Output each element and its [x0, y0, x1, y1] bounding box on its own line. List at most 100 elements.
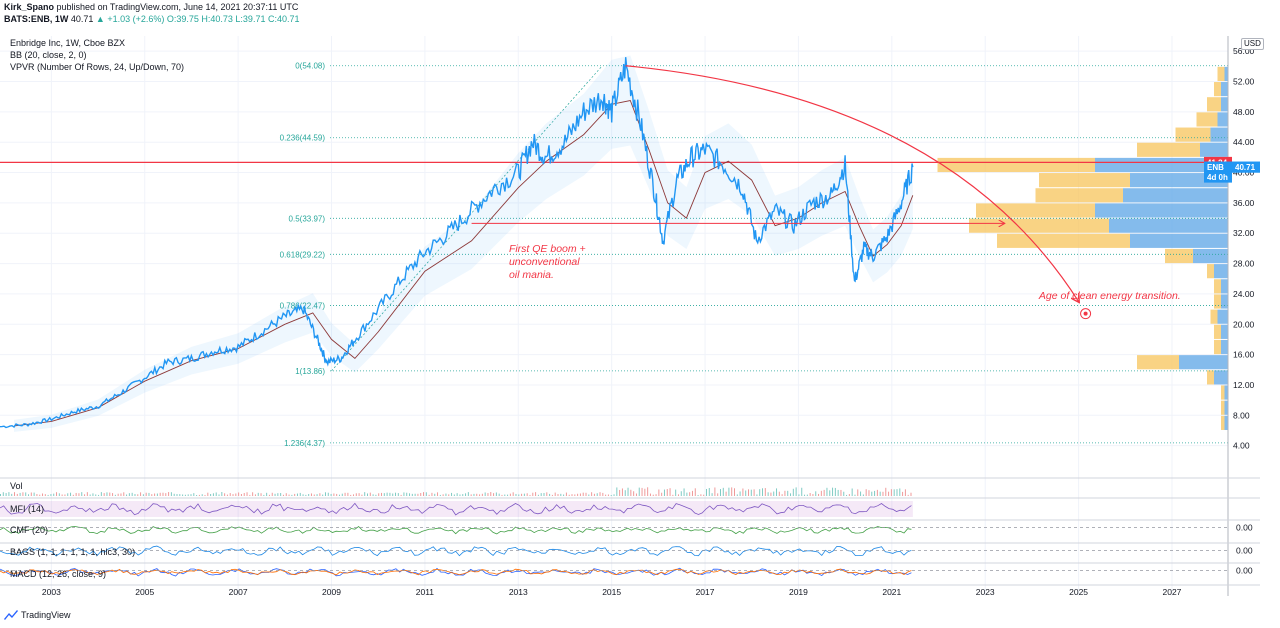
volume-bar [739, 491, 741, 496]
legend-title: Enbridge Inc, 1W, Cboe BZX [10, 38, 126, 48]
volume-bar [523, 493, 525, 496]
author-name[interactable]: Kirk_Spano [4, 2, 55, 12]
volume-bar [532, 492, 534, 496]
volume-bar [170, 492, 172, 496]
symbol-line: BATS:ENB, 1W 40.71 ▲ +1.03 (+2.6%) O:39.… [4, 14, 299, 25]
pane-label-vol[interactable]: Vol [10, 481, 23, 491]
volume-bar [333, 493, 335, 496]
volume-bar [633, 491, 635, 496]
volume-bar [843, 491, 845, 496]
volume-bar [296, 493, 298, 496]
volume-bar [605, 494, 607, 496]
volume-bar [537, 494, 539, 496]
vpvr-bar-up [1095, 157, 1228, 173]
volume-bar [400, 494, 402, 496]
volume-bar [344, 492, 346, 496]
volume-bar [249, 494, 251, 496]
volume-bar [375, 494, 377, 496]
volume-bar [498, 493, 500, 496]
target-icon-center [1083, 311, 1088, 316]
volume-bar [818, 493, 820, 496]
volume-bar [280, 493, 282, 496]
price-axis: 56.0052.0048.0044.0040.0036.0032.0028.00… [1204, 36, 1260, 596]
vpvr-bar-up [1130, 233, 1228, 248]
volume-bar [14, 492, 16, 496]
volume-bar [728, 487, 730, 496]
volume-bar [857, 489, 859, 496]
volume-bar [459, 494, 461, 496]
volume-bar [854, 494, 856, 496]
volume-bar [795, 487, 797, 496]
volume-bar [395, 492, 397, 496]
volume-bar [750, 489, 752, 496]
volume-bar [826, 487, 828, 496]
volume-bar [78, 493, 80, 496]
volume-bar [504, 494, 506, 496]
volume-bar [834, 487, 836, 496]
volume-bar [364, 492, 366, 496]
volume-bar [770, 492, 772, 496]
volume-bar [184, 494, 186, 496]
volume-bar [165, 493, 167, 496]
price-tick-label: 56.00 [1233, 46, 1255, 56]
vpvr-bar-up [1224, 385, 1228, 400]
volume-bar [613, 494, 615, 496]
volume-bar [582, 492, 584, 496]
vpvr-bar-down [1221, 415, 1225, 430]
volume-bar [675, 489, 677, 496]
volume-bar [809, 493, 811, 496]
pane-label-bags[interactable]: BAGS (1, 1, 1, 1, 1, 1, hlc3, 30) [10, 547, 136, 557]
volume-bar [571, 494, 573, 496]
volume-bar [551, 494, 553, 496]
pane-label-macd[interactable]: MACD (12, 26, close, 9) [10, 569, 107, 579]
volume-bar [742, 488, 744, 496]
pane-label-mfi[interactable]: MFI (14) [10, 504, 45, 514]
volume-bar [266, 492, 268, 496]
volume-bar [221, 492, 223, 496]
volume-bar [42, 493, 44, 496]
volume-bar [25, 492, 27, 496]
pane-label-cmf[interactable]: CMF (20) [10, 525, 48, 535]
volume-bar [151, 494, 153, 496]
legend-bb[interactable]: BB (20, close, 2, 0) [10, 50, 87, 60]
volume-bar [910, 492, 912, 496]
legend-vpvr[interactable]: VPVR (Number Of Rows, 24, Up/Down, 70) [10, 62, 185, 72]
volume-bar [240, 494, 242, 496]
volume-bar [423, 492, 425, 496]
price-tick-label: 20.00 [1233, 319, 1255, 329]
volume-bar [243, 493, 245, 496]
volume-bar [425, 492, 427, 496]
volume-bar [126, 494, 128, 496]
volume-bar [778, 491, 780, 496]
volume-bar [672, 494, 674, 496]
vpvr-bar-down [1214, 294, 1221, 309]
volume-bar [44, 494, 46, 496]
volume-bar [299, 492, 301, 496]
volume-bar [30, 492, 32, 496]
tradingview-icon [4, 610, 18, 620]
volume-bar [448, 494, 450, 496]
volume-bar [658, 489, 660, 496]
volume-bar [745, 490, 747, 496]
fib-level-label: 0(54.08) [295, 62, 325, 71]
currency-label[interactable]: USD [1241, 38, 1264, 50]
vpvr-bar-down [1217, 66, 1225, 82]
tradingview-logo[interactable]: TradingView [4, 610, 71, 620]
volume-bar [302, 494, 304, 496]
annotation-text: Age of clean energy transition. [1038, 290, 1181, 302]
volume-bar [820, 490, 822, 496]
volume-bar [0, 494, 1, 496]
volume-bar [403, 492, 405, 496]
volume-bar [714, 487, 716, 496]
vpvr-bar-down [969, 218, 1109, 233]
volume-bar [246, 492, 248, 496]
volume-bar [487, 493, 489, 496]
volume-bar [327, 492, 329, 496]
year-tick-label: 2023 [976, 587, 995, 597]
volume-bar [47, 494, 49, 496]
volume-bar [8, 492, 10, 496]
volume-bar [453, 494, 455, 496]
volume-bar [201, 494, 203, 496]
volume-bar [310, 493, 312, 496]
